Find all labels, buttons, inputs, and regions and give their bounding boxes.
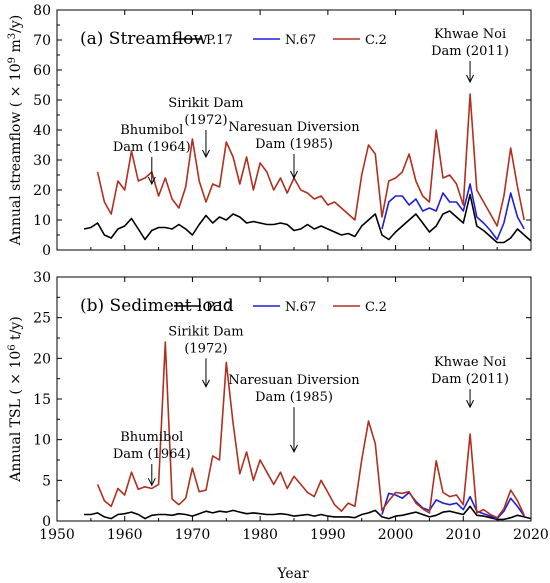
annotation-line: Bhumibol	[120, 123, 183, 138]
series-line-c2	[96, 341, 525, 519]
annotation: Naresuan Diversion Dam (1985)	[228, 373, 360, 405]
y-axis-label-part: t/y)	[8, 316, 24, 344]
series-line-c2	[96, 93, 525, 227]
x-tick-label: 1980	[242, 527, 278, 543]
y-tick-label: 50	[33, 93, 51, 109]
legend-label: C.2	[365, 33, 387, 48]
y-axis-label: Annual streamflow ( × 109 m3/y)	[7, 15, 25, 247]
y-tick-label: 0	[42, 514, 51, 530]
annotation-line: Khwae Noi	[434, 27, 506, 42]
y-tick-label: 80	[33, 3, 51, 19]
y-tick-label: 20	[33, 351, 51, 367]
annotation-line: (1972)	[184, 341, 227, 356]
y-axis-label-part: Annual TSL ( × 10	[8, 351, 24, 483]
annotation: Sirikit Dam (1972)	[168, 96, 243, 128]
y-axis-label-part: 3	[7, 33, 18, 39]
x-tick-label: 1990	[310, 527, 346, 543]
x-axis-label: Year	[276, 566, 309, 582]
series-line-n67	[381, 491, 525, 520]
annotation-arrow-head	[147, 176, 156, 186]
annotation-line: Dam (1985)	[255, 137, 333, 152]
annotation-line: Sirikit Dam	[168, 324, 243, 339]
y-tick-label: 70	[33, 33, 51, 49]
legend-label: N.67	[285, 300, 316, 315]
y-tick-label: 20	[33, 183, 51, 199]
annotation-line: Dam (2011)	[431, 372, 509, 387]
y-axis-label-part: 9	[7, 57, 18, 63]
annotation-arrow-head	[202, 379, 210, 388]
x-tick-label: 2020	[513, 527, 549, 543]
y-tick-label: 15	[33, 392, 51, 408]
annotation: Naresuan Diversion Dam (1985)	[228, 120, 360, 152]
annotation-arrow-head	[466, 74, 475, 84]
legend-label: N.67	[285, 33, 316, 48]
y-axis-label: Annual TSL ( × 106 t/y)	[7, 316, 25, 483]
legend-label: P.17	[206, 300, 233, 315]
annotation-line: Dam (1964)	[113, 447, 191, 462]
y-tick-label: 0	[42, 243, 51, 259]
y-tick-label: 10	[33, 213, 51, 229]
annotation-arrow-head	[466, 399, 475, 409]
series-line-p17	[83, 193, 532, 244]
annotation: Bhumibol Dam (1964)	[113, 430, 191, 462]
panel-title: (a) Streamflow	[80, 29, 208, 49]
x-tick-label: 1970	[175, 527, 211, 543]
annotation-arrow-head	[147, 477, 156, 487]
annotation-line: Dam (2011)	[431, 44, 509, 59]
annotation-line: Bhumibol	[120, 430, 183, 445]
panel-title: (b) Sediment load	[80, 296, 234, 316]
annotation-line: Dam (1964)	[113, 140, 191, 155]
annotation-line: Sirikit Dam	[168, 96, 243, 111]
annotation-line: Khwae Noi	[434, 355, 506, 370]
y-tick-label: 40	[33, 123, 51, 139]
y-axis-label-part: /y)	[8, 15, 24, 33]
y-tick-label: 60	[33, 63, 51, 79]
y-axis-label-part: Annual streamflow ( × 10	[8, 63, 24, 246]
y-tick-label: 10	[33, 433, 51, 449]
series-line-p17	[84, 505, 532, 521]
annotation: Khwae Noi Dam (2011)	[431, 27, 509, 59]
annotation: Bhumibol Dam (1964)	[113, 123, 191, 155]
x-tick-label: 1950	[39, 527, 75, 543]
x-tick-label: 2010	[445, 527, 481, 543]
panel-sediment-load: 0 5 10 15 20 25 30 1950 1960 1970 1980 1990 2000 2010…	[7, 270, 549, 543]
legend-label: P.17	[206, 33, 233, 48]
y-tick-label: 30	[33, 270, 51, 286]
panel-streamflow: 0 10 20 30 40 50 60 70 80 Annual streamflow ( × 1…	[7, 3, 532, 259]
annotation-arrow-head	[202, 149, 210, 159]
annotation: Sirikit Dam (1972)	[168, 324, 243, 356]
y-axis-label-part: 6	[7, 344, 18, 350]
y-axis-label-part: m	[8, 39, 24, 57]
series-line-n67	[381, 183, 525, 241]
legend-label: C.2	[365, 300, 387, 315]
y-tick-label: 5	[42, 473, 51, 489]
x-tick-label: 1960	[107, 527, 143, 543]
x-tick-label: 2000	[378, 527, 414, 543]
annotation: Khwae Noi Dam (2011)	[431, 355, 509, 387]
annotation-arrow-head	[290, 170, 298, 180]
annotation-arrow-head	[290, 444, 298, 453]
annotation-line: Dam (1985)	[255, 390, 333, 405]
annotation-line: (1972)	[184, 113, 227, 128]
annotation-line: Naresuan Diversion	[228, 373, 360, 388]
annotation-line: Naresuan Diversion	[228, 120, 360, 135]
y-tick-label: 30	[33, 153, 51, 169]
y-tick-label: 25	[33, 311, 51, 327]
